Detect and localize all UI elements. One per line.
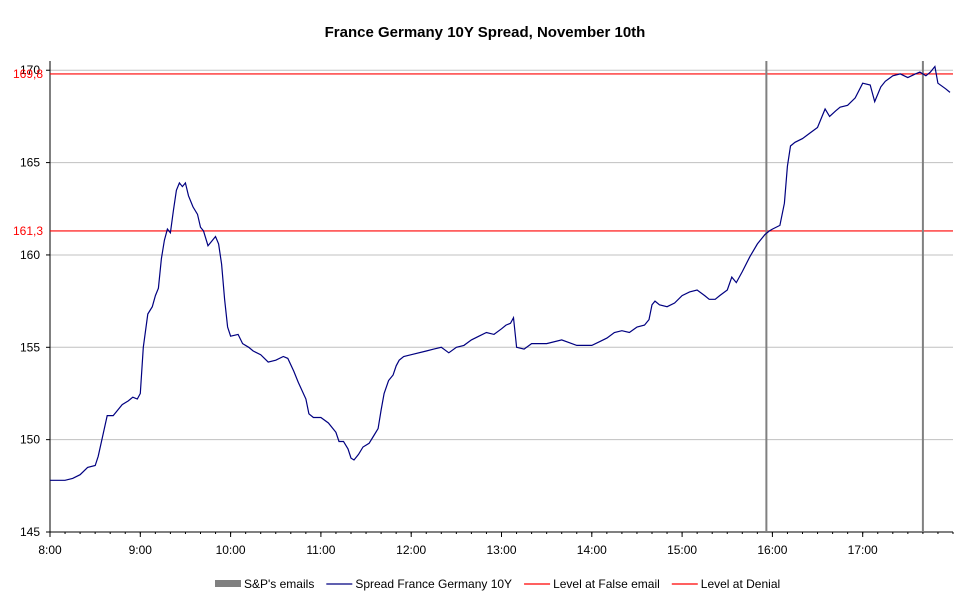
legend-label: Level at False email <box>553 577 660 591</box>
x-tick-label: 16:00 <box>757 543 787 557</box>
legend-label: Spread France Germany 10Y <box>355 577 512 591</box>
series-layer <box>50 65 951 481</box>
chart-title: France Germany 10Y Spread, November 10th <box>325 24 646 41</box>
level-label: 169,8 <box>13 67 43 81</box>
grid-layer <box>50 69 953 441</box>
legend-swatch <box>215 580 241 587</box>
x-tick-label: 13:00 <box>486 543 516 557</box>
y-tick-label: 165 <box>20 156 40 170</box>
x-tick-label: 14:00 <box>577 543 607 557</box>
x-tick-label: 12:00 <box>396 543 426 557</box>
legend-label: Level at Denial <box>701 577 780 591</box>
y-tick-label: 150 <box>20 433 40 447</box>
x-tick-label: 17:00 <box>848 543 878 557</box>
spread-line <box>50 65 951 481</box>
x-tick-label: 8:00 <box>38 543 62 557</box>
y-tick-label: 145 <box>20 525 40 539</box>
axes-layer: 145 150 155 160 165 170 8:00 9:00 10:00 11:00 12:0… <box>20 61 954 557</box>
x-tick-label: 10:00 <box>216 543 246 557</box>
x-tick-label: 15:00 <box>667 543 697 557</box>
x-tick-label: 11:00 <box>306 543 335 557</box>
y-tick-label: 170 <box>20 63 40 77</box>
level-label: 161,3 <box>13 224 43 238</box>
legend-label: S&P's emails <box>244 577 314 591</box>
x-tick-label: 9:00 <box>129 543 153 557</box>
y-tick-label: 160 <box>20 248 40 262</box>
reference-layer: 161,3 169,8 <box>13 61 953 532</box>
y-tick-label: 155 <box>20 340 40 354</box>
legend: S&P's emails Spread France Germany 10Y Lev… <box>215 577 780 591</box>
